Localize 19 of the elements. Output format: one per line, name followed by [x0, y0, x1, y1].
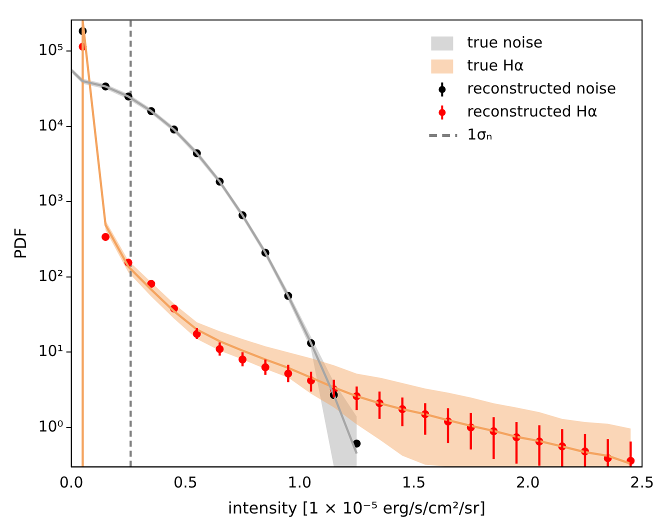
y-tick-label: 10⁴	[38, 116, 64, 134]
legend-label: reconstructed Hα	[467, 102, 598, 120]
y-tick-label: 10³	[38, 192, 64, 210]
legend-label: 1σₙ	[467, 125, 492, 144]
x-tick-label: 2.5	[630, 474, 654, 492]
x-tick-label: 1.5	[402, 474, 426, 492]
y-tick-label: 10²	[38, 266, 64, 285]
legend-label: reconstructed noise	[467, 79, 616, 98]
x-tick-label: 2.0	[516, 474, 540, 492]
x-tick-label: 0.5	[174, 474, 198, 492]
y-tick-label: 10⁵	[38, 41, 64, 60]
y-tick-label: 10⁰	[38, 417, 64, 436]
legend-label: true noise	[467, 33, 543, 52]
x-tick-label: 0.0	[59, 474, 84, 492]
y-axis-title: PDF	[10, 228, 30, 259]
x-tick-label: 1.0	[288, 474, 312, 492]
y-tick-label: 10¹	[38, 342, 64, 360]
x-axis-title: intensity [1 × 10⁻⁵ erg/s/cm²/sr]	[228, 498, 486, 518]
legend-label: true Hα	[467, 56, 524, 74]
